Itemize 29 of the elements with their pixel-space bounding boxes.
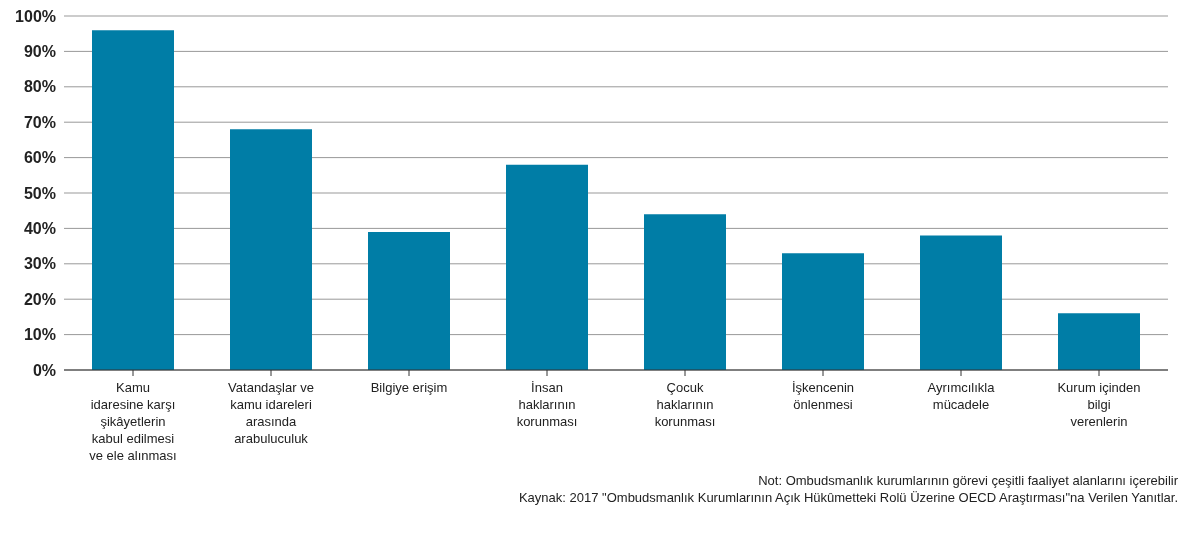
bar	[1058, 313, 1140, 370]
y-tick-label: 20%	[23, 290, 56, 308]
y-tick-label: 0%	[32, 361, 56, 379]
y-tick-label: 90%	[23, 43, 56, 61]
x-tick-label: İnsan haklarının korunması	[516, 380, 578, 429]
x-tick-label: Kamu idaresine karşı şikâyetlerin kabul edilmesi ve ele alınması	[89, 380, 177, 463]
bar	[644, 214, 726, 370]
bar	[506, 164, 588, 370]
y-tick-label: 70%	[23, 113, 56, 131]
bar	[782, 253, 864, 370]
y-tick-label: 80%	[23, 78, 56, 96]
bar	[92, 30, 174, 370]
x-tick-label: Çocuk haklarının korunması	[654, 380, 716, 429]
bar	[368, 231, 450, 370]
text: Kaynak: 2017 "Ombudsmanlık Kurumlarının Açık Hükûmetteki Rolü Üzerine OECD Araştırması"na Verilen Yanıtlar.	[517, 489, 1178, 506]
bar	[920, 235, 1002, 370]
y-tick-label: 10%	[23, 326, 56, 344]
y-tick-label: 40%	[23, 220, 56, 238]
bar	[230, 129, 312, 370]
x-tick-label: Ayrımcılıkla mücadele	[927, 380, 996, 412]
y-tick-label: 60%	[23, 149, 56, 167]
y-tick-label: 50%	[23, 184, 56, 202]
x-tick-label: Bilgiye erişim	[370, 380, 448, 395]
x-tick-label: İşkencenin önlenmesi	[791, 380, 855, 412]
x-tick-label: Vatandaşlar ve kamu idareleri arasında arabuluculuk	[228, 380, 314, 446]
y-tick-label: 100%	[15, 7, 56, 25]
x-tick-label: Kurum içinden bilgi verenlerin	[1057, 380, 1141, 429]
y-tick-label: 30%	[23, 255, 56, 273]
text: Not: Ombudsmanlık kurumlarının görevi çeşitli faaliyet alanlarını içerebilir	[757, 472, 1178, 489]
